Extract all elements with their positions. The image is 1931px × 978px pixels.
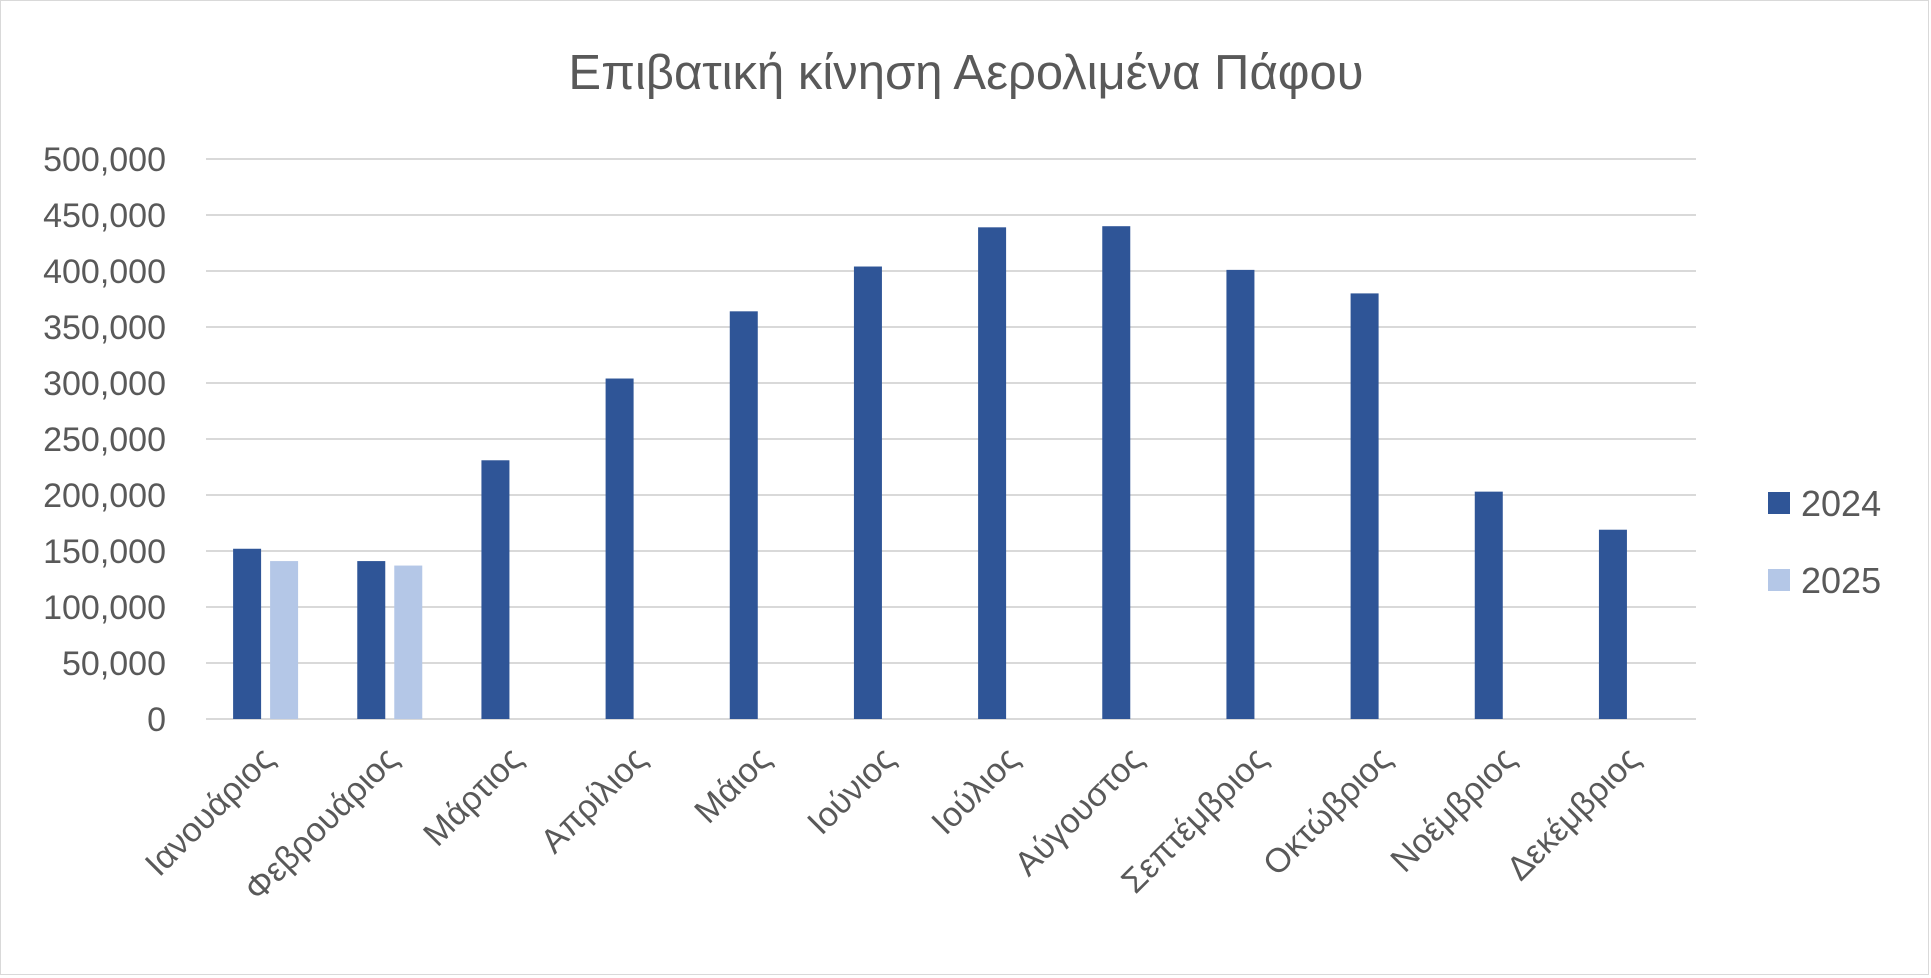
bar-2024-4 bbox=[729, 311, 758, 719]
bar-2024-7 bbox=[1102, 226, 1131, 719]
bar-2024-3 bbox=[605, 378, 634, 719]
y-axis-tick-labels: 0 50,000 100,000 150,000 200,000 250,000 300,0… bbox=[43, 141, 166, 739]
bar-2025-0 bbox=[270, 561, 299, 719]
y-tick-label: 500,000 bbox=[43, 141, 166, 179]
chart-title: Επιβατική κίνηση Αερολιμένα Πάφου bbox=[568, 46, 1363, 100]
bar-2024-10 bbox=[1474, 491, 1503, 719]
y-tick-label: 300,000 bbox=[43, 365, 166, 403]
y-tick-label: 50,000 bbox=[62, 645, 166, 683]
bars bbox=[233, 226, 1627, 719]
y-tick-label: 100,000 bbox=[43, 589, 166, 627]
bar-2025-1 bbox=[394, 565, 423, 719]
x-tick-label: Οκτώβριος bbox=[1256, 740, 1399, 883]
legend-label-2025: 2025 bbox=[1801, 560, 1881, 601]
legend-label-2024: 2024 bbox=[1801, 483, 1881, 524]
x-tick-label: Απρίλιος bbox=[533, 740, 654, 861]
legend: 2024 2025 bbox=[1768, 483, 1881, 601]
y-tick-label: 400,000 bbox=[43, 253, 166, 291]
x-tick-label: Μάιος bbox=[687, 740, 778, 831]
y-tick-label: 200,000 bbox=[43, 477, 166, 515]
y-tick-label: 350,000 bbox=[43, 309, 166, 347]
legend-swatch-2024 bbox=[1768, 492, 1790, 514]
bar-2024-1 bbox=[357, 561, 386, 719]
bar-2024-0 bbox=[233, 548, 262, 719]
bar-2024-2 bbox=[481, 460, 510, 719]
x-tick-label: Ιούνιος bbox=[800, 740, 902, 842]
bar-2024-5 bbox=[853, 266, 882, 719]
y-tick-label: 450,000 bbox=[43, 197, 166, 235]
legend-swatch-2025 bbox=[1768, 569, 1790, 591]
y-tick-label: 250,000 bbox=[43, 421, 166, 459]
bar-2024-9 bbox=[1350, 293, 1379, 719]
x-tick-label: Μάρτιος bbox=[416, 740, 530, 854]
bar-2024-8 bbox=[1226, 269, 1255, 719]
bar-2024-11 bbox=[1598, 529, 1627, 719]
gridlines bbox=[206, 158, 1696, 720]
y-tick-label: 150,000 bbox=[43, 533, 166, 571]
x-tick-label: Δεκέμβριος bbox=[1500, 740, 1648, 888]
x-tick-label: Ιούλιος bbox=[924, 740, 1026, 842]
y-tick-label: 0 bbox=[147, 701, 166, 739]
bar-2024-6 bbox=[978, 227, 1007, 719]
